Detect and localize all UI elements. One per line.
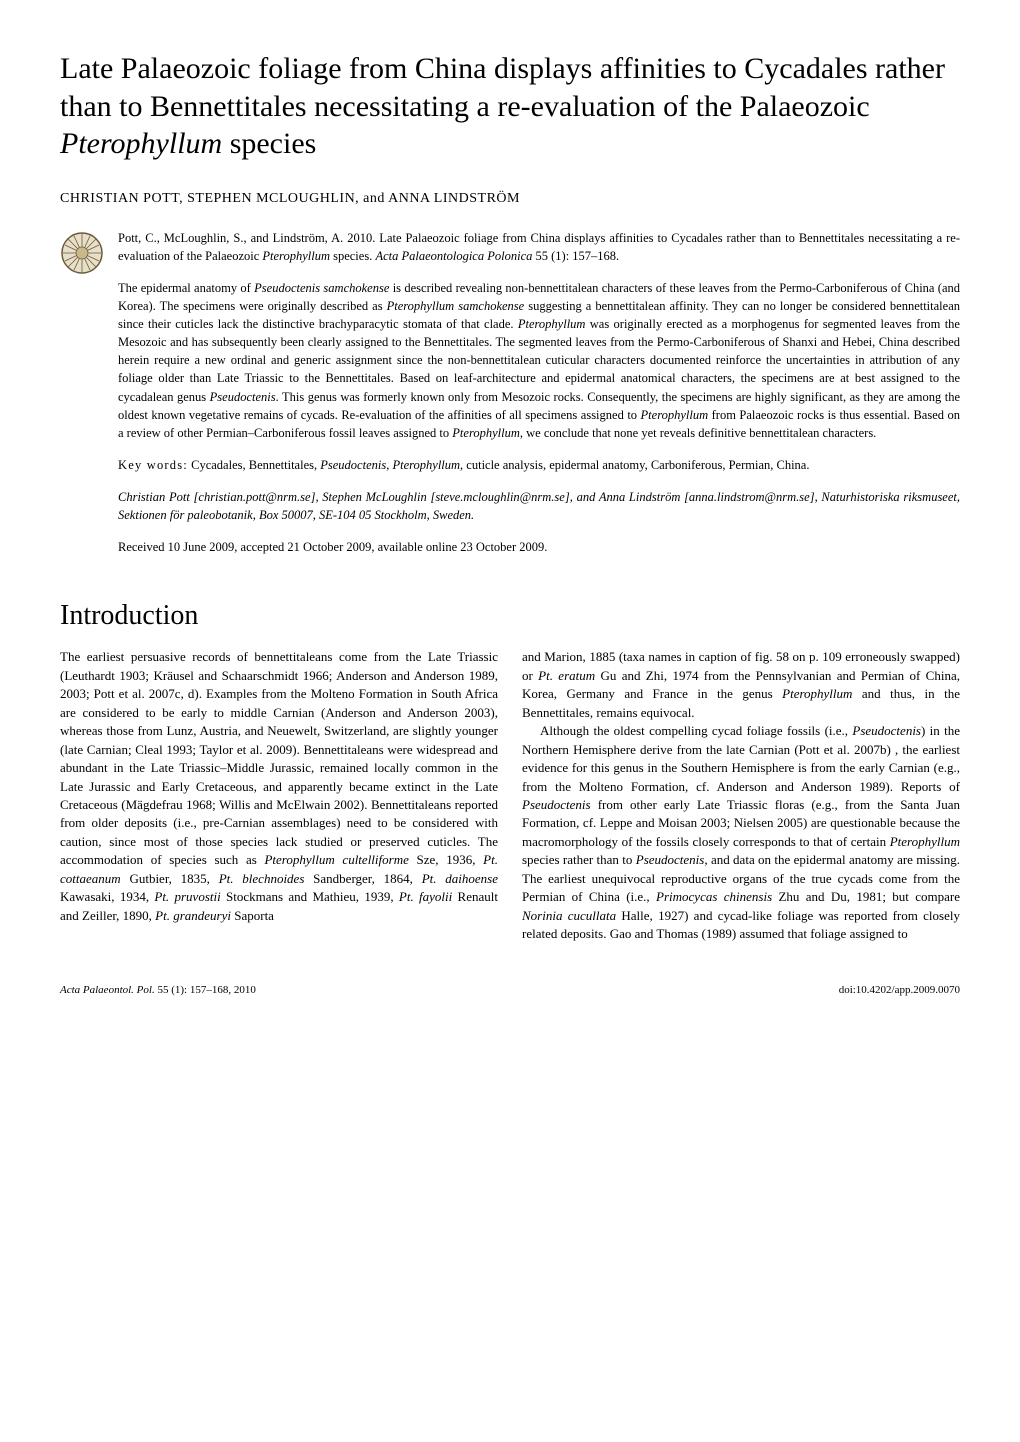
author-affiliations: Christian Pott [christian.pott@nrm.se], … — [118, 488, 960, 524]
keywords-label: Key words: — [118, 458, 188, 472]
keywords-line: Key words: Cycadales, Bennettitales, Pse… — [118, 456, 960, 474]
page-footer: Acta Palaeontol. Pol. 55 (1): 157–168, 2… — [60, 984, 960, 996]
abstract-body: The epidermal anatomy of Pseudoctenis sa… — [118, 279, 960, 442]
abstract-block: Pott, C., McLoughlin, S., and Lindström,… — [60, 229, 960, 571]
fossil-shell-icon — [60, 231, 104, 275]
body-two-column: The earliest persuasive records of benne… — [60, 648, 960, 943]
intro-paragraph-1-right: and Marion, 1885 (taxa names in caption … — [522, 648, 960, 722]
column-left: The earliest persuasive records of benne… — [60, 648, 498, 943]
section-heading-introduction: Introduction — [60, 600, 960, 632]
footer-journal-ref: Acta Palaeontol. Pol. 55 (1): 157–168, 2… — [60, 984, 256, 996]
icon-column — [60, 229, 104, 571]
citation: Pott, C., McLoughlin, S., and Lindström,… — [118, 229, 960, 265]
intro-paragraph-2: Although the oldest compelling cycad fol… — [522, 722, 960, 943]
authors-line: CHRISTIAN POTT, STEPHEN MCLOUGHLIN, and … — [60, 191, 960, 207]
abstract-text-column: Pott, C., McLoughlin, S., and Lindström,… — [118, 229, 960, 571]
received-line: Received 10 June 2009, accepted 21 Octob… — [118, 538, 960, 556]
article-title: Late Palaeozoic foliage from China displ… — [60, 50, 960, 163]
intro-paragraph-1-left: The earliest persuasive records of benne… — [60, 648, 498, 925]
footer-doi: doi:10.4202/app.2009.0070 — [839, 984, 960, 996]
column-right: and Marion, 1885 (taxa names in caption … — [522, 648, 960, 943]
keywords-text: Cycadales, Bennettitales, Pseudoctenis, … — [191, 458, 809, 472]
